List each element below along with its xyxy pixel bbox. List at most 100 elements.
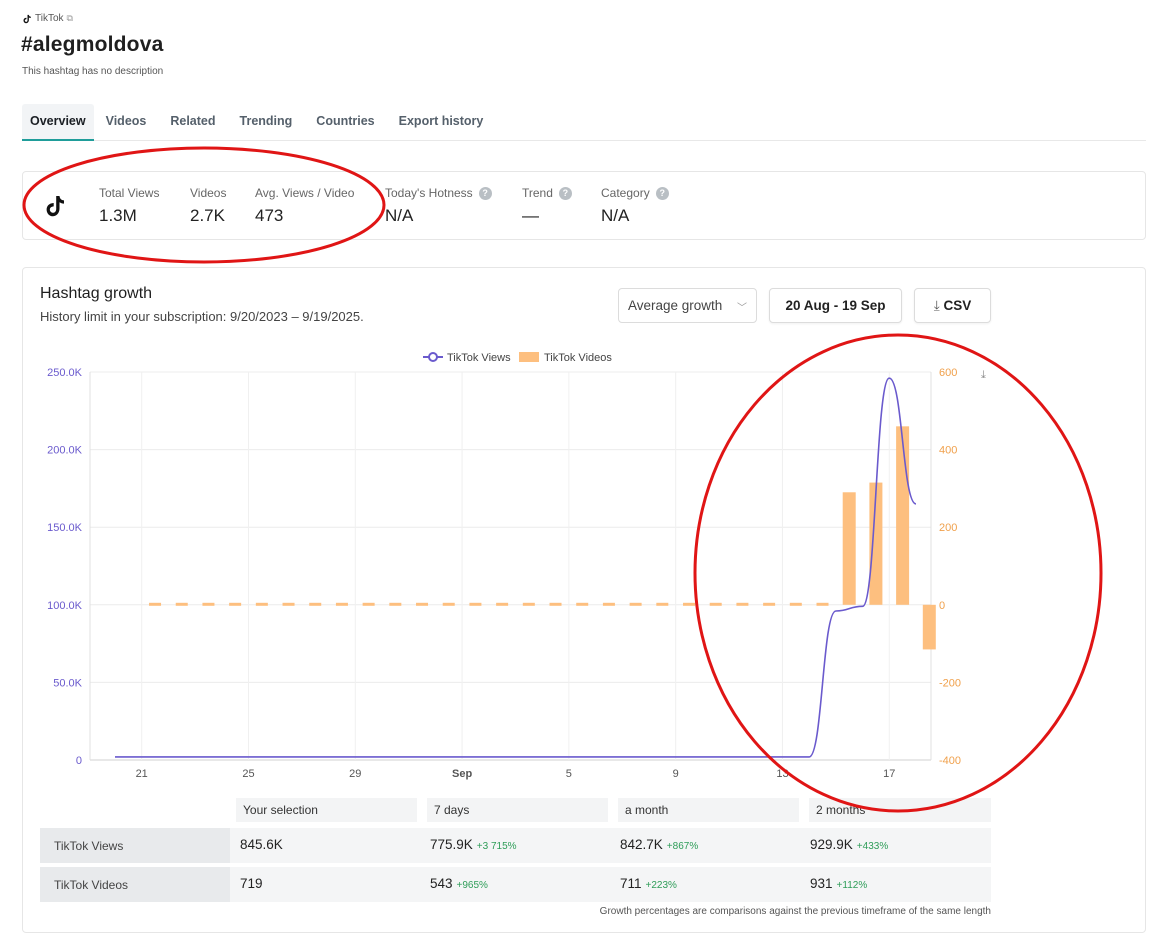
tab-export-history[interactable]: Export history: [398, 114, 484, 128]
growth-percent: +112%: [836, 880, 868, 891]
stat-trend-value: —: [522, 206, 539, 225]
tab-trending[interactable]: Trending: [239, 114, 293, 128]
stat-category: Category? N/A: [601, 186, 669, 226]
bar-tiktok-videos: [175, 602, 188, 606]
tab-videos[interactable]: Videos: [105, 114, 147, 128]
table-cell: 929.9K +433%: [800, 828, 991, 863]
stat-hotness-value: N/A: [385, 206, 414, 225]
bar-tiktok-videos: [496, 602, 509, 606]
bar-tiktok-videos: [416, 602, 429, 606]
bar-tiktok-videos: [683, 602, 696, 606]
left-axis-tick-label: 100.0K: [47, 600, 83, 612]
bar-tiktok-videos: [335, 602, 348, 606]
stat-videos-value: 2.7K: [190, 206, 225, 225]
bar-tiktok-videos: [816, 602, 829, 606]
table-row-label-views: TikTok Views: [40, 828, 230, 863]
growth-percent: +3 715%: [476, 841, 517, 852]
growth-percent: +965%: [456, 880, 488, 891]
bar-tiktok-videos: [229, 602, 242, 606]
chevron-down-icon: ﹀: [737, 303, 747, 314]
stat-hotness-label: Today's Hotness: [385, 186, 473, 200]
table-cell: 931 +112%: [800, 867, 991, 902]
download-icon: ⤓: [933, 298, 940, 313]
tiktok-small-icon: [23, 14, 31, 23]
bar-tiktok-videos: [842, 492, 856, 605]
stat-total-views-label: Total Views: [99, 186, 160, 200]
x-axis-tick-label: 13: [776, 768, 788, 780]
bar-tiktok-videos: [442, 602, 455, 606]
legend-label-views: TikTok Views: [447, 352, 511, 364]
right-axis-tick-label: 600: [939, 367, 957, 379]
page-subtitle: This hashtag has no description: [22, 66, 164, 77]
bar-tiktok-videos: [763, 602, 776, 606]
left-axis-tick-label: 250.0K: [47, 367, 83, 379]
legend-marker-views: [428, 352, 438, 362]
growth-mode-select[interactable]: Average growth ﹀: [618, 288, 757, 323]
growth-subtitle: History limit in your subscription: 9/20…: [40, 309, 364, 324]
stat-total-views: Total Views 1.3M: [99, 186, 159, 226]
tab-bar: Overview Videos Related Trending Countri…: [22, 104, 1146, 141]
bar-tiktok-videos: [549, 602, 562, 606]
table-cell: 543 +965%: [420, 867, 610, 902]
x-axis-tick-label: 25: [242, 768, 254, 780]
table-header-7-days: 7 days: [427, 798, 608, 822]
stat-videos-label: Videos: [190, 186, 227, 200]
help-icon[interactable]: ?: [558, 186, 572, 200]
right-axis-tick-label: 0: [939, 600, 945, 612]
tab-countries[interactable]: Countries: [316, 114, 375, 128]
bar-tiktok-videos: [282, 602, 295, 606]
help-icon[interactable]: ?: [655, 186, 669, 200]
help-icon[interactable]: ?: [478, 186, 492, 200]
table-header-your-selection: Your selection: [236, 798, 417, 822]
bar-tiktok-videos: [789, 602, 802, 606]
stat-avg-views-value: 473: [255, 206, 284, 225]
left-axis-tick-label: 200.0K: [47, 445, 83, 457]
bar-tiktok-videos: [309, 602, 322, 606]
right-axis-tick-label: -200: [939, 677, 961, 689]
csv-label: CSV: [943, 298, 972, 313]
table-row-label-videos: TikTok Videos: [40, 867, 230, 902]
table-cell: 775.9K +3 715%: [420, 828, 610, 863]
bar-tiktok-videos: [469, 602, 482, 606]
growth-percent: +867%: [666, 841, 699, 852]
x-axis-tick-label: 9: [673, 768, 679, 780]
right-axis-tick-label: 200: [939, 522, 957, 534]
platform-link[interactable]: TikTok ⧉: [22, 13, 73, 24]
right-axis-tick-label: -400: [939, 755, 961, 767]
left-axis-tick-label: 50.0K: [53, 677, 82, 689]
stat-avg-views: Avg. Views / Video 473: [255, 186, 354, 226]
csv-download-button[interactable]: ⤓ CSV: [914, 288, 991, 323]
stat-trend: Trend? —: [522, 186, 572, 226]
hashtag-growth-card: Hashtag growth History limit in your sub…: [22, 267, 1146, 933]
chart-download-icon[interactable]: ⤓: [981, 369, 986, 381]
table-cell: 711 +223%: [610, 867, 800, 902]
bar-tiktok-videos: [922, 604, 936, 650]
date-range-button[interactable]: 20 Aug - 19 Sep: [769, 288, 902, 323]
growth-chart: 250.0K 200.0K 150.0K 100.0K 50.0K 0 600 400 200 0…: [47, 352, 986, 780]
growth-title: Hashtag growth: [40, 285, 153, 302]
table-header-2-months: 2 months: [809, 798, 991, 822]
stats-card: Total Views 1.3M Videos 2.7K Avg. Views …: [22, 171, 1146, 240]
legend-label-videos: TikTok Videos: [544, 352, 612, 364]
tab-overview[interactable]: Overview: [22, 104, 94, 141]
bar-tiktok-videos: [362, 602, 375, 606]
bar-tiktok-videos: [576, 602, 589, 606]
bar-tiktok-videos: [602, 602, 615, 606]
legend-swatch-videos: [519, 352, 539, 362]
bar-tiktok-videos: [149, 602, 162, 606]
growth-percent: +433%: [856, 841, 889, 852]
external-link-icon: ⧉: [66, 13, 73, 23]
bar-tiktok-videos: [709, 602, 722, 606]
stat-total-views-value: 1.3M: [99, 206, 137, 225]
bar-tiktok-videos: [629, 602, 642, 606]
x-axis-tick-label: 17: [883, 768, 895, 780]
tab-related[interactable]: Related: [170, 114, 216, 128]
table-cell: 842.7K +867%: [610, 828, 800, 863]
bar-tiktok-videos: [255, 602, 268, 606]
stat-avg-views-label: Avg. Views / Video: [255, 186, 355, 200]
table-cell: 719: [230, 867, 420, 902]
bar-tiktok-videos: [656, 602, 669, 606]
bar-tiktok-videos: [896, 426, 910, 605]
table-header-a-month: a month: [618, 798, 799, 822]
stat-videos: Videos 2.7K: [190, 186, 226, 226]
